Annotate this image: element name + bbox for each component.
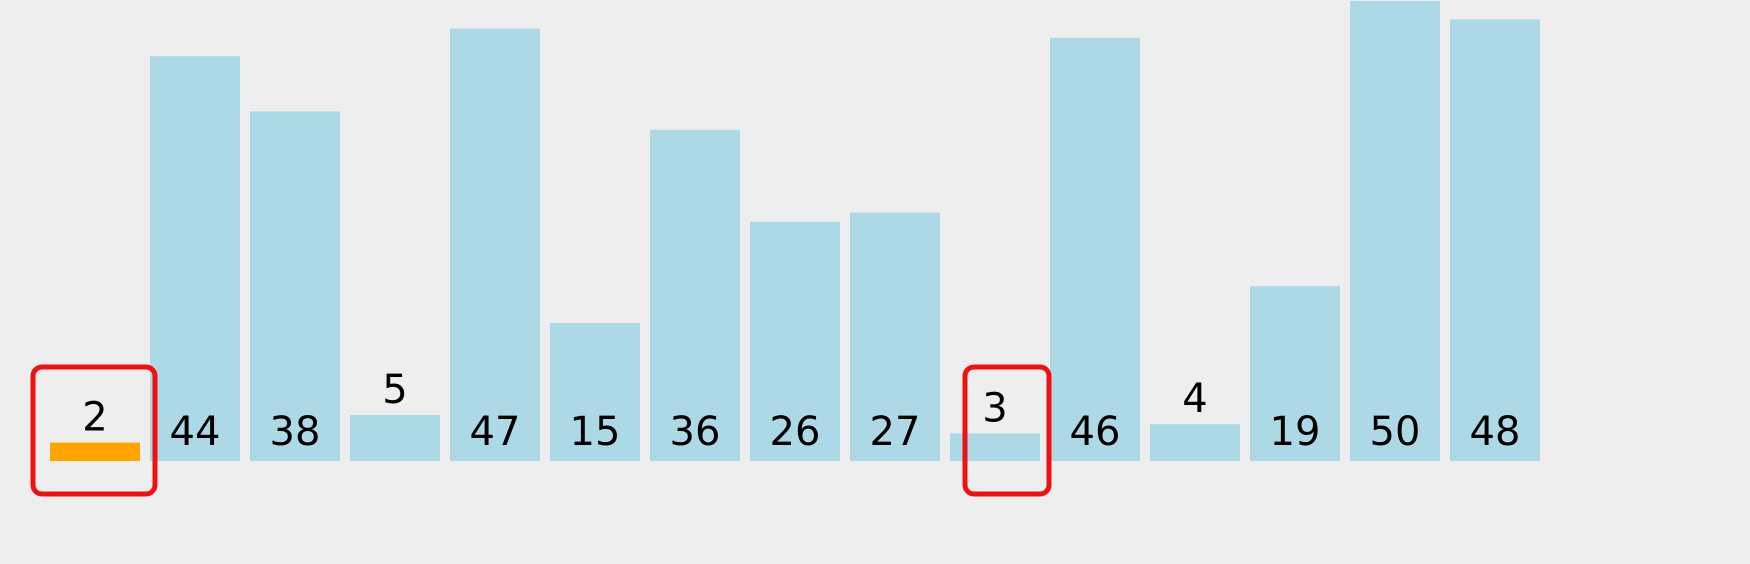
bar-value-label-1: 44 [170,409,221,455]
bar-8 [850,212,940,461]
bar-value-label-6: 36 [670,409,721,455]
bar-value-label-11: 4 [1182,376,1207,422]
bar-value-label-13: 50 [1370,409,1421,455]
bar-value-label-9: 3 [982,385,1007,431]
bar-14 [1450,19,1540,462]
bar-3 [350,415,440,461]
labels-layer: 2 44 38 5 47 15 36 26 27 3 46 4 19 50 48 [82,367,1520,455]
bar-4 [450,28,540,461]
bars-layer [50,1,1540,462]
bar-value-label-5: 15 [570,409,621,455]
bar-10 [1050,37,1140,462]
highlight-box-9 [962,364,1052,497]
bar-6 [650,129,740,462]
bar-value-label-2: 38 [270,409,321,455]
bar-value-label-12: 19 [1270,409,1321,455]
bar-value-label-3: 5 [382,367,407,413]
bar-1 [150,56,240,461]
bar-11 [1150,424,1240,461]
bar-value-label-7: 26 [770,409,821,455]
bar-0 [50,442,140,461]
bar-12 [1250,286,1340,461]
highlights-layer [30,364,1052,497]
bar-13 [1350,1,1440,461]
bar-7 [750,221,840,461]
bar-2 [250,111,340,462]
bar-5 [550,323,640,461]
bar-value-label-4: 47 [470,409,521,455]
bar-value-label-8: 27 [870,409,921,455]
bar-value-label-0: 2 [82,395,107,441]
highlight-box-0 [30,364,158,497]
bar-value-label-14: 48 [1470,409,1521,455]
bar-value-label-10: 46 [1070,409,1121,455]
